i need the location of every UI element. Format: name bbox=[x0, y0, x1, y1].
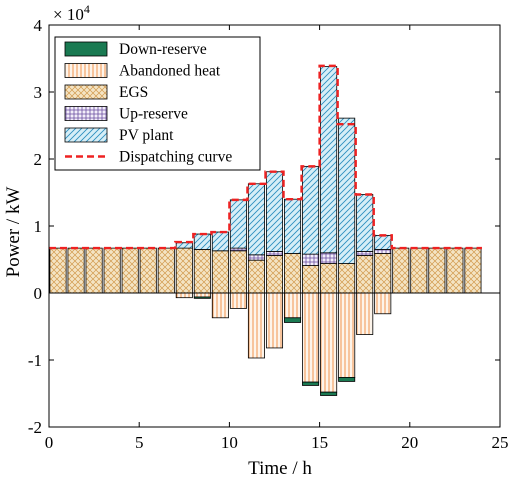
bar-egs bbox=[157, 247, 175, 294]
bar-upres bbox=[374, 249, 392, 254]
bar-pv bbox=[356, 194, 374, 252]
bar-upres bbox=[320, 252, 338, 264]
y-exponent-label: × 104 bbox=[53, 2, 90, 24]
bar-pv bbox=[247, 183, 265, 256]
bar-pv bbox=[338, 117, 356, 264]
bar-pv bbox=[193, 233, 211, 250]
bar-egs bbox=[428, 247, 446, 294]
bar-pv bbox=[265, 171, 284, 252]
bar-abandoned bbox=[247, 292, 265, 359]
bar-pv bbox=[374, 234, 392, 250]
x-tick-label: 25 bbox=[492, 433, 509, 452]
bar-upres bbox=[229, 247, 247, 252]
legend-label-egs: EGS bbox=[119, 84, 148, 101]
bar-egs bbox=[374, 253, 392, 294]
dispatching-curve-line bbox=[49, 64, 482, 250]
x-axis: 0 5 10 15 20 25 bbox=[45, 25, 509, 452]
bars-layer bbox=[49, 66, 482, 396]
bar-abandoned bbox=[284, 292, 302, 319]
y-exponent-power: 4 bbox=[84, 2, 90, 16]
bar-pv bbox=[175, 242, 193, 249]
bar-down bbox=[302, 381, 320, 386]
bar-pv bbox=[302, 165, 320, 255]
y-axis-label: Power / kW bbox=[3, 187, 24, 278]
y-tick-label: -2 bbox=[28, 418, 42, 437]
x-tick-label: 0 bbox=[45, 433, 54, 452]
bar-egs bbox=[464, 247, 482, 294]
legend-label-down: Down-reserve bbox=[119, 41, 207, 58]
y-tick-label: 2 bbox=[34, 150, 43, 169]
bar-upres bbox=[265, 251, 284, 256]
bar-abandoned bbox=[193, 292, 211, 298]
bar-pv bbox=[320, 66, 338, 254]
dispatching-curve-layer bbox=[49, 64, 482, 250]
bar-abandoned bbox=[229, 292, 247, 309]
bar-upres bbox=[356, 251, 374, 256]
bar-pv bbox=[211, 231, 229, 252]
bar-down bbox=[193, 296, 211, 299]
bar-egs bbox=[193, 249, 211, 294]
bar-egs bbox=[103, 247, 121, 294]
bar-down bbox=[338, 377, 356, 382]
bar-egs bbox=[338, 263, 356, 294]
x-tick-label: 20 bbox=[401, 433, 418, 452]
bar-upres bbox=[302, 253, 320, 266]
x-axis-label: Time / h bbox=[248, 458, 312, 479]
legend-label-pv: PV plant bbox=[119, 127, 174, 144]
legend-label-abandoned: Abandoned heat bbox=[119, 63, 221, 80]
bar-egs bbox=[175, 247, 193, 294]
x-tick-label: 15 bbox=[311, 433, 328, 452]
bar-abandoned bbox=[338, 292, 356, 378]
legend-label-dispatching-curve: Dispatching curve bbox=[119, 149, 232, 166]
bar-egs bbox=[229, 250, 247, 294]
bar-upres bbox=[247, 254, 265, 261]
bar-abandoned bbox=[374, 292, 392, 315]
x-tick-label: 10 bbox=[221, 433, 238, 452]
bar-egs bbox=[247, 259, 265, 294]
bar-abandoned bbox=[356, 292, 374, 335]
bar-down bbox=[284, 317, 302, 323]
bar-abandoned bbox=[265, 292, 284, 349]
legend-swatch-upres bbox=[64, 106, 108, 121]
bar-egs bbox=[446, 247, 464, 294]
bar-egs bbox=[139, 247, 157, 294]
legend-box bbox=[54, 36, 261, 171]
bar-pv bbox=[284, 198, 302, 254]
bar-down bbox=[320, 391, 338, 396]
legend-swatch-down bbox=[64, 41, 108, 57]
bar-egs bbox=[356, 255, 374, 294]
legend-swatch-pv bbox=[64, 127, 108, 143]
y-tick-label: -1 bbox=[28, 351, 42, 370]
bar-egs bbox=[85, 247, 103, 294]
bar-egs bbox=[265, 255, 284, 294]
bar-abandoned bbox=[320, 292, 338, 393]
bar-abandoned bbox=[211, 292, 229, 319]
bar-pv bbox=[229, 199, 247, 249]
bar-egs bbox=[284, 253, 302, 294]
bar-egs bbox=[392, 247, 410, 294]
bar-egs bbox=[49, 247, 67, 294]
x-tick-label: 5 bbox=[135, 433, 144, 452]
bar-egs bbox=[121, 247, 139, 294]
legend-swatch-egs bbox=[64, 84, 108, 100]
bar-abandoned bbox=[175, 292, 193, 299]
y-tick-label: 1 bbox=[34, 217, 43, 236]
bar-egs bbox=[410, 247, 428, 294]
bar-egs bbox=[211, 250, 229, 294]
y-tick-label: 3 bbox=[34, 83, 43, 102]
bar-egs bbox=[302, 265, 320, 294]
bar-egs bbox=[67, 247, 85, 294]
legend-swatch-abandoned bbox=[64, 63, 108, 78]
legend-label-upres: Up-reserve bbox=[119, 106, 188, 123]
legend: Down-reserve Abandoned heat EGS Up-reserve P… bbox=[54, 36, 261, 171]
y-tick-label: 4 bbox=[34, 16, 43, 35]
bar-abandoned bbox=[302, 292, 320, 383]
y-tick-label: 0 bbox=[34, 284, 43, 303]
bar-egs bbox=[320, 263, 338, 294]
y-axis: -2 -1 0 1 2 3 4 bbox=[28, 16, 500, 437]
